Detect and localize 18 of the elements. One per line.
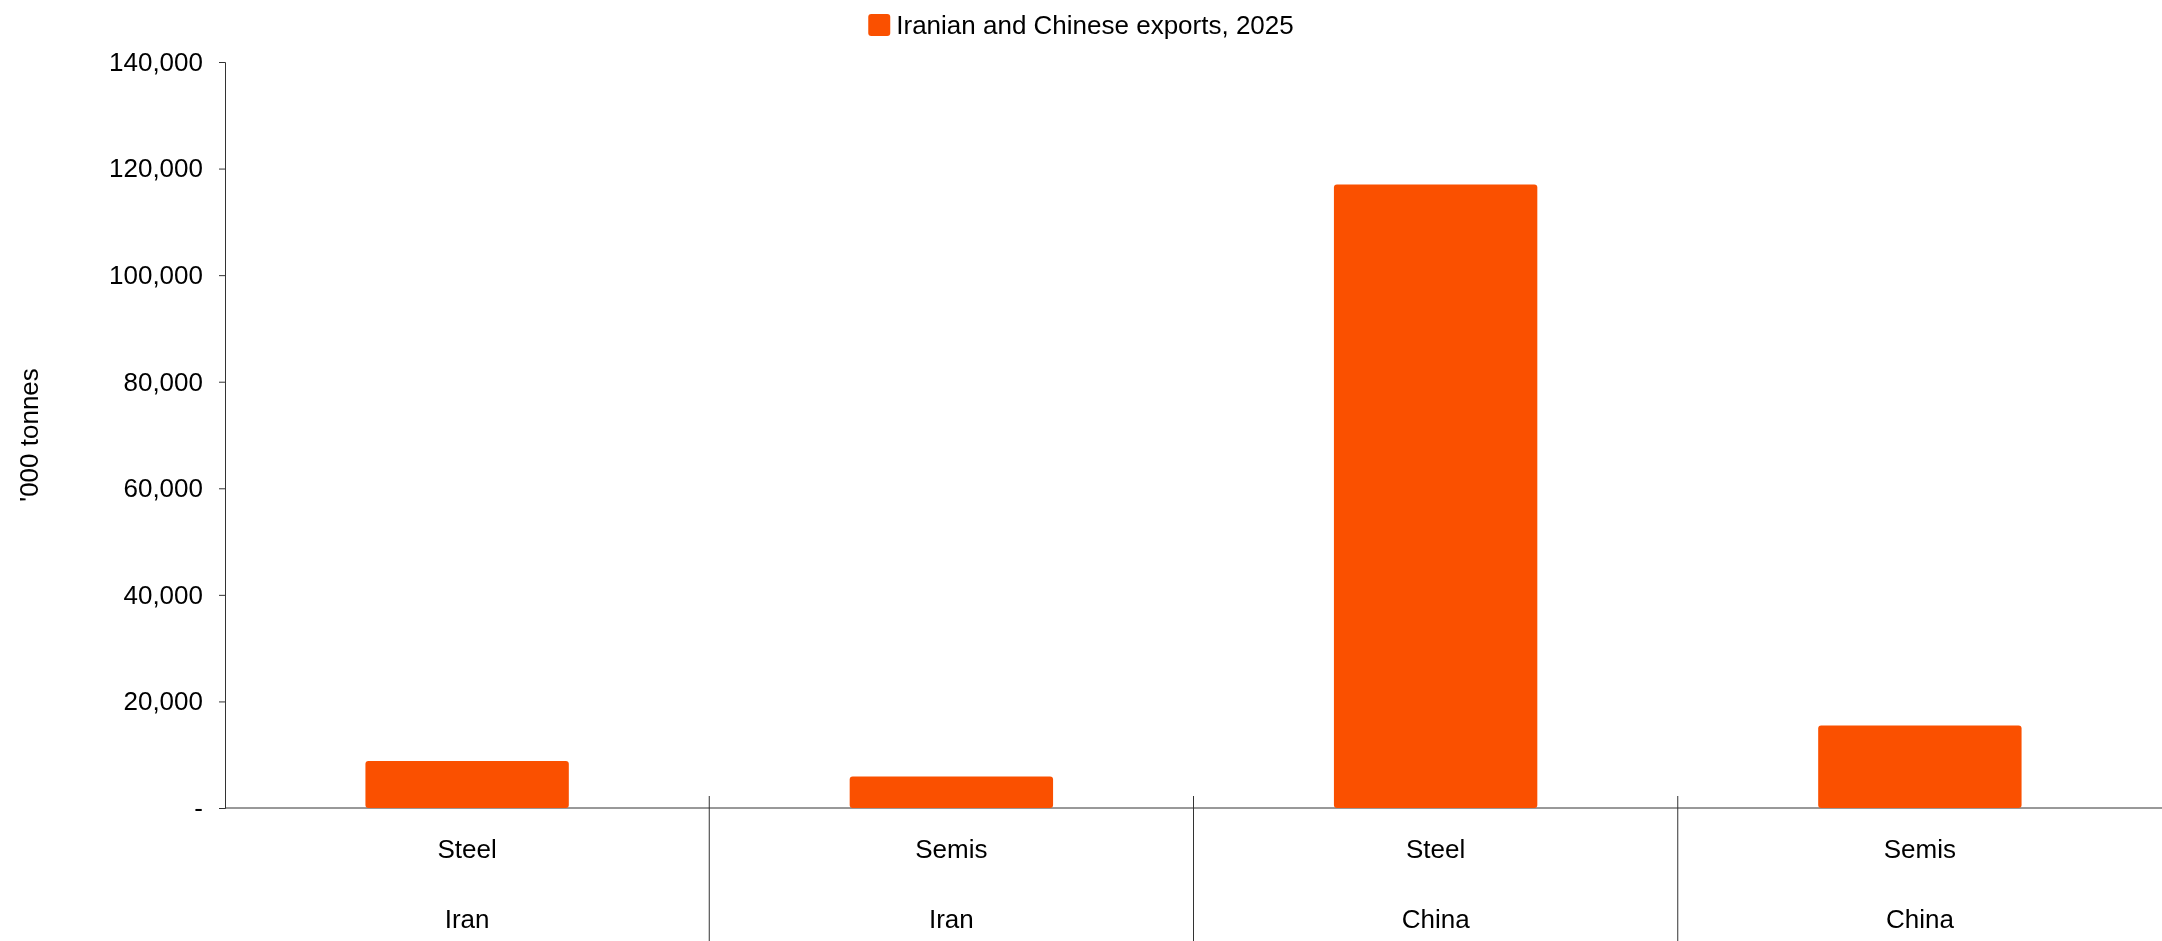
bar — [1818, 725, 2022, 808]
bar — [849, 776, 1054, 808]
legend-label: Iranian and Chinese exports, 2025 — [896, 10, 1294, 40]
y-tick-label: - — [194, 792, 203, 823]
y-axis-title: '000 tonnes — [14, 368, 44, 502]
y-tick-label: 120,000 — [109, 153, 203, 184]
bar — [365, 761, 569, 808]
y-tick-label: 40,000 — [123, 579, 203, 610]
y-tick-label: 140,000 — [109, 46, 203, 77]
y-tick-label: 80,000 — [123, 366, 203, 397]
category-label: Steel China — [1401, 834, 1470, 934]
category-label: Semis Iran — [915, 834, 988, 934]
bar — [1333, 184, 1538, 808]
category-label: Steel Iran — [437, 834, 497, 934]
y-tick-label: 20,000 — [123, 686, 203, 717]
category-label: Semis China — [1883, 834, 1956, 934]
y-tick-label: 100,000 — [109, 259, 203, 290]
y-tick-label: 60,000 — [123, 473, 203, 504]
